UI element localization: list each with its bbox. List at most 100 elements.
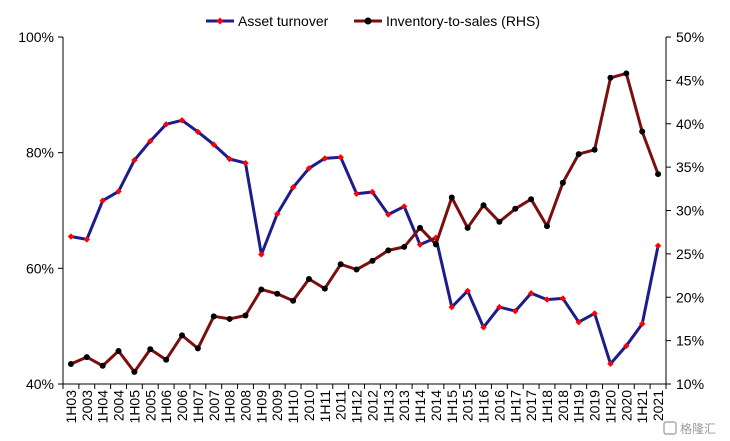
x-axis-tick-label: 1H07 <box>190 390 206 424</box>
x-axis-tick-label: 1H16 <box>476 390 492 424</box>
data-point <box>67 233 75 240</box>
x-axis-tick-label: 1H06 <box>158 390 174 424</box>
x-axis-tick-label: 2007 <box>206 390 222 421</box>
data-point <box>194 128 202 136</box>
x-axis-tick-label: 2003 <box>79 390 95 421</box>
data-point <box>512 205 519 212</box>
x-axis-tick-label: 2020 <box>618 390 634 421</box>
left-axis: 40% 60% 80% 100% <box>18 29 64 392</box>
data-point <box>543 223 550 230</box>
data-point <box>305 276 312 283</box>
data-point <box>623 342 630 350</box>
data-point <box>210 141 217 148</box>
x-axis-tick-label: 1H12 <box>349 390 365 424</box>
data-point <box>337 154 344 161</box>
data-point <box>147 346 154 353</box>
left-axis-tick-label: 80% <box>26 145 54 161</box>
data-point <box>496 218 503 225</box>
right-axis-tick-label: 20% <box>676 289 704 305</box>
data-point <box>654 242 662 249</box>
data-point <box>638 320 646 328</box>
x-axis-tick-label: 1H18 <box>539 390 555 424</box>
series-asset-turnover <box>67 117 662 367</box>
x-axis-tick-label: 2017 <box>523 390 539 421</box>
data-point <box>416 241 424 248</box>
data-point <box>559 295 567 302</box>
data-point <box>353 266 360 273</box>
x-axis-tick-label: 1H05 <box>126 390 142 424</box>
watermark-text: 格隆汇 <box>680 421 716 436</box>
x-axis-tick-label: 1H14 <box>412 390 428 424</box>
right-axis-tick-label: 50% <box>676 29 704 45</box>
data-point <box>258 286 265 293</box>
data-point <box>83 236 91 243</box>
x-axis-tick-label: 2015 <box>460 390 476 421</box>
legend-entry-inventory-to-sales[interactable]: Inventory-to-sales (RHS) <box>354 13 540 29</box>
x-axis-tick-label: 1H09 <box>253 390 269 424</box>
x-axis-tick-label: 2019 <box>587 390 603 421</box>
data-point <box>115 188 122 195</box>
data-point <box>305 165 313 172</box>
data-point <box>353 190 360 197</box>
x-axis-tick-label: 1H03 <box>63 390 79 424</box>
x-axis-tick-label: 2008 <box>237 390 253 421</box>
legend-marker-asset-turnover <box>216 17 224 25</box>
data-point <box>131 368 138 375</box>
data-point <box>67 361 74 368</box>
data-point <box>480 202 487 209</box>
data-point <box>464 287 471 295</box>
data-point <box>163 356 170 363</box>
right-axis-tick-label: 40% <box>676 116 704 132</box>
data-point <box>369 188 376 196</box>
data-point <box>575 318 582 326</box>
right-axis: 10% 15% 20% 25% 30% 35% 40% 45% 50% <box>665 29 704 392</box>
data-point <box>401 243 408 250</box>
data-point <box>226 315 233 322</box>
data-point <box>496 303 503 311</box>
data-point <box>321 155 329 162</box>
x-axis-tick-label: 1H11 <box>317 390 333 423</box>
data-point <box>607 360 614 367</box>
x-axis-tick-label: 2018 <box>555 390 571 421</box>
data-point <box>623 70 630 77</box>
data-point <box>591 146 598 153</box>
series-inventory-to-sales-rhs <box>67 70 662 375</box>
data-point <box>242 159 249 167</box>
data-point <box>274 210 281 218</box>
x-axis-tick-label: 2012 <box>364 390 380 421</box>
x-axis-tick-label: 2009 <box>269 390 285 421</box>
data-point <box>274 290 281 297</box>
watermark: 格隆汇 <box>663 421 716 436</box>
data-point <box>99 362 106 369</box>
data-point <box>226 155 233 163</box>
x-axis-tick-label: 1H10 <box>285 390 301 424</box>
data-point <box>115 348 122 355</box>
right-axis-tick-label: 30% <box>676 203 704 219</box>
x-axis-tick-label: 1H20 <box>602 390 618 424</box>
x-axis-tick-label: 2011 <box>333 390 349 420</box>
right-axis-tick-label: 45% <box>676 72 704 88</box>
data-point <box>639 128 646 135</box>
data-point <box>543 296 551 303</box>
data-point <box>448 194 455 201</box>
legend-label-asset-turnover: Asset turnover <box>238 13 329 29</box>
x-axis-tick-label: 2004 <box>111 390 127 421</box>
data-point <box>194 345 201 352</box>
series-line-inventory-to-sales-rhs <box>70 71 660 374</box>
data-point <box>147 137 154 145</box>
data-point <box>655 171 662 178</box>
data-point <box>559 179 566 186</box>
data-point <box>400 203 408 210</box>
left-axis-tick-label: 40% <box>26 376 54 392</box>
x-axis-tick-label: 1H04 <box>95 390 111 424</box>
data-point <box>385 247 392 254</box>
x-axis-tick-label: 1H19 <box>571 390 587 424</box>
legend-entry-asset-turnover[interactable]: Asset turnover <box>206 13 329 29</box>
x-axis-tick-label: 2014 <box>428 390 444 421</box>
data-point <box>385 211 392 218</box>
x-axis-tick-label: 2016 <box>491 390 507 421</box>
data-point <box>179 332 186 339</box>
right-axis-tick-label: 35% <box>676 159 704 175</box>
legend-label-inventory-to-sales: Inventory-to-sales (RHS) <box>386 13 540 29</box>
